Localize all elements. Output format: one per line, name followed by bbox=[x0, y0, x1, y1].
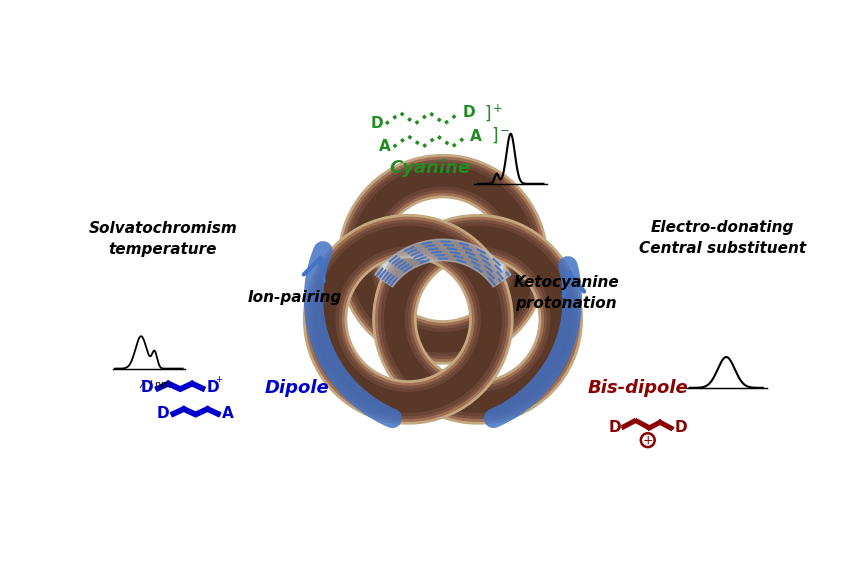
Text: $\mathregular{]}^+$: $\mathregular{]}^+$ bbox=[484, 102, 503, 122]
Text: $\mathregular{]}^-$: $\mathregular{]}^-$ bbox=[491, 126, 511, 145]
Text: D: D bbox=[462, 105, 475, 121]
Text: D: D bbox=[141, 380, 153, 395]
Text: Ion-pairing: Ion-pairing bbox=[248, 290, 343, 305]
Text: D: D bbox=[370, 116, 383, 131]
Text: Solvatochromism
temperature: Solvatochromism temperature bbox=[88, 221, 237, 257]
Text: A: A bbox=[379, 139, 391, 154]
Text: Electro-donating
Central substituent: Electro-donating Central substituent bbox=[639, 220, 806, 255]
Text: Dipole: Dipole bbox=[265, 379, 329, 397]
Text: D: D bbox=[608, 420, 621, 435]
Text: Cyanine: Cyanine bbox=[389, 159, 471, 178]
Text: Bis-dipole: Bis-dipole bbox=[587, 379, 689, 397]
Text: A: A bbox=[470, 129, 482, 143]
Text: A: A bbox=[221, 406, 234, 420]
Text: $^+$: $^+$ bbox=[215, 376, 224, 389]
Text: D: D bbox=[206, 380, 219, 395]
Text: D: D bbox=[675, 420, 687, 435]
Polygon shape bbox=[375, 239, 511, 287]
Text: D: D bbox=[157, 406, 169, 420]
Text: Ketocyanine
protonation: Ketocyanine protonation bbox=[513, 275, 619, 311]
Text: +: + bbox=[643, 434, 653, 447]
Text: $\lambda$ / nm: $\lambda$ / nm bbox=[138, 378, 171, 391]
